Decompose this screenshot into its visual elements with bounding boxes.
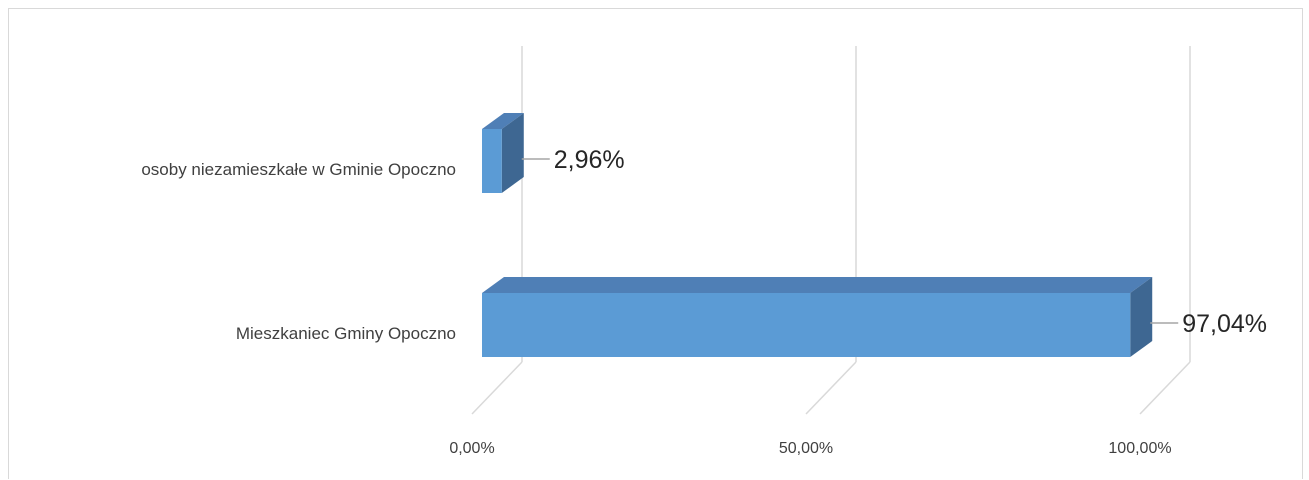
bar-top-face: [482, 277, 1153, 293]
floor-gridline: [805, 361, 857, 415]
data-label: 97,04%: [1182, 310, 1267, 338]
data-label: 2,96%: [554, 146, 625, 174]
bar-top-face: [482, 113, 524, 129]
bar-side-face: [1130, 277, 1153, 357]
bar-side-face: [501, 113, 524, 193]
bar: [482, 129, 502, 193]
bar-chart: 0,00% 50,00% 100,00% 2,96% osoby niezamieszk…: [141, 46, 1267, 457]
x-tick-label: 100,00%: [1108, 440, 1171, 457]
x-tick-label: 0,00%: [449, 440, 494, 457]
floor-gridline: [1139, 361, 1191, 415]
chart-area: 0,00% 50,00% 100,00% 2,96% osoby niezamieszk…: [8, 8, 1303, 479]
x-tick-label: 50,00%: [779, 440, 833, 457]
category-label: osoby niezamieszkałe w Gminie Opoczno: [141, 160, 456, 179]
bar: [482, 293, 1131, 357]
floor-gridline: [471, 361, 523, 415]
category-label: Mieszkaniec Gminy Opoczno: [236, 324, 456, 343]
